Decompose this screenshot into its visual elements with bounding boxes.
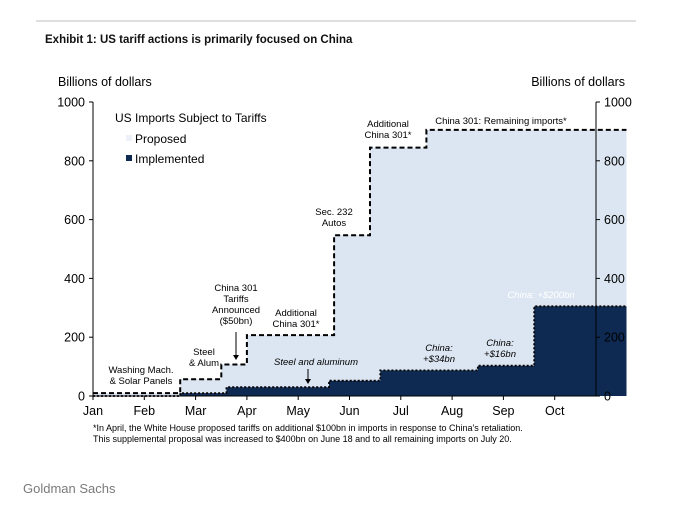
annotation-8-line-1: Steel and aluminum xyxy=(274,357,358,368)
annotation-3-line-1: China 301 xyxy=(214,283,257,294)
y-tick-label-right-400: 400 xyxy=(604,272,625,286)
footnote-line-2: This supplemental proposal was increased… xyxy=(93,434,512,444)
y-tick-label-left-1000: 1000 xyxy=(57,96,85,110)
exhibit-title: Exhibit 1: US tariff actions is primaril… xyxy=(45,34,353,46)
annotation-9-line-1: China: xyxy=(425,343,453,354)
y-tick-label-right-0: 0 xyxy=(604,390,611,404)
annotation-5-line-1: Sec. 232 xyxy=(315,207,353,218)
x-tick-label-jul: Jul xyxy=(393,404,409,418)
y-tick-label-left-800: 800 xyxy=(64,154,85,168)
x-tick-label-jan: Jan xyxy=(83,404,103,418)
steel-aluminum-arrow-head xyxy=(305,379,311,384)
annotation-2-line-1: Steel xyxy=(193,347,215,358)
annotation-1-line-2: & Solar Panels xyxy=(110,376,173,387)
legend-swatch-proposed xyxy=(126,135,132,141)
x-tick-label-mar: Mar xyxy=(185,404,207,418)
annotation-7-line-1: China 301: Remaining imports* xyxy=(435,116,567,127)
annotation-10-line-1: China: xyxy=(486,338,514,349)
x-tick-label-sep: Sep xyxy=(492,404,514,418)
plot-area: 0 0 200 200 400 400 600 600 800 800 1000 1000 Jan Feb… xyxy=(57,96,632,419)
annotation-3-line-2: Tariffs xyxy=(223,294,248,305)
y-tick-label-left-0: 0 xyxy=(78,390,85,404)
y-tick-label-right-1000: 1000 xyxy=(604,96,632,110)
annotation-5-line-2: Autos xyxy=(322,218,347,229)
annotation-9-line-2: +$34bn xyxy=(423,354,455,365)
implemented-line xyxy=(93,305,627,397)
source-label: Goldman Sachs xyxy=(23,481,116,496)
legend-swatch-implemented xyxy=(126,155,132,161)
proposed-line xyxy=(93,128,627,395)
proposed-area xyxy=(93,129,627,396)
annotation-1-line-1: Washing Mach. xyxy=(108,365,173,376)
annotation-3-line-4: ($50bn) xyxy=(220,316,253,327)
annotation-6-line-1: Additional xyxy=(367,119,409,130)
annotation-10-line-2: +$16bn xyxy=(484,349,516,360)
implemented-area xyxy=(93,306,627,396)
annotation-3-line-3: Announced xyxy=(212,305,260,316)
right-axis-unit: Billions of dollars xyxy=(531,75,625,89)
x-tick-label-aug: Aug xyxy=(441,404,463,418)
y-tick-label-right-600: 600 xyxy=(604,213,625,227)
y-tick-label-right-200: 200 xyxy=(604,331,625,345)
y-tick-label-left-600: 600 xyxy=(64,213,85,227)
y-tick-label-right-800: 800 xyxy=(604,154,625,168)
footnote-line-1: *In April, the White House proposed tari… xyxy=(93,423,523,433)
legend-label-proposed: Proposed xyxy=(135,132,186,146)
annotation-11-line-1: China: +$200bn xyxy=(507,290,574,301)
x-tick-label-jun: Jun xyxy=(339,404,359,418)
left-axis-unit: Billions of dollars xyxy=(58,75,152,89)
legend-title: US Imports Subject to Tariffs xyxy=(115,111,267,125)
china301-arrow-head xyxy=(233,355,239,360)
x-tick-label-may: May xyxy=(286,404,310,418)
y-tick-label-left-400: 400 xyxy=(64,272,85,286)
annotation-4-line-2: China 301* xyxy=(272,319,319,330)
annotation-6-line-2: China 301* xyxy=(364,130,411,141)
annotation-2-line-2: & Alum xyxy=(189,358,219,369)
x-tick-label-apr: Apr xyxy=(237,404,256,418)
y-tick-label-left-200: 200 xyxy=(64,331,85,345)
x-tick-label-oct: Oct xyxy=(545,404,565,418)
annotation-4-line-1: Additional xyxy=(275,308,317,319)
legend-label-implemented: Implemented xyxy=(135,152,204,166)
x-tick-label-feb: Feb xyxy=(134,404,156,418)
